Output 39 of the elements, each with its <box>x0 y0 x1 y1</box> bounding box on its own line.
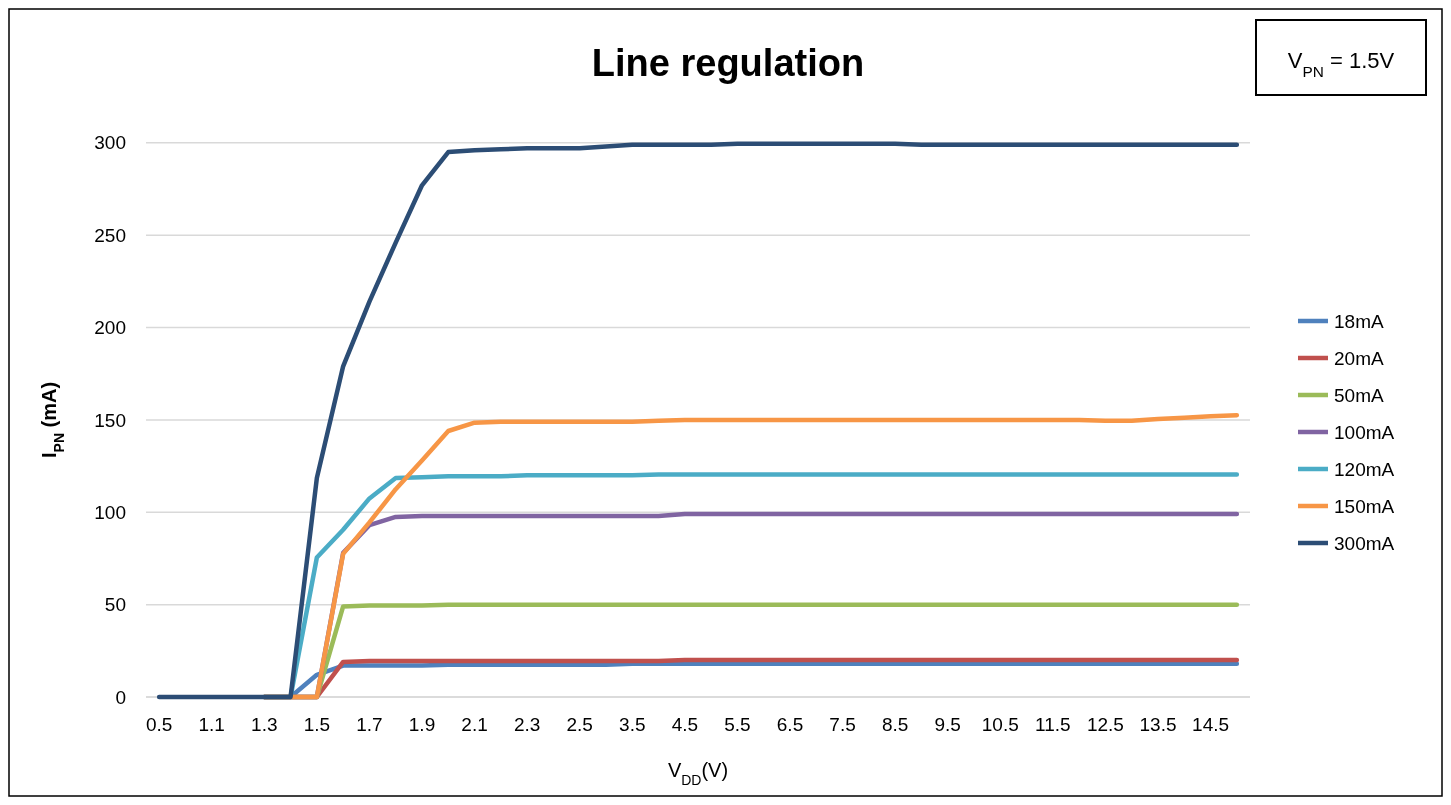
legend-label: 100mA <box>1334 421 1395 443</box>
x-tick-label: 7.5 <box>829 714 856 735</box>
x-tick-label: 6.5 <box>776 714 804 735</box>
legend-label: 150mA <box>1334 495 1395 517</box>
x-tick-label: 14.5 <box>1192 714 1230 735</box>
y-tick-label: 150 <box>94 409 126 431</box>
x-tick-label: 1.3 <box>251 714 278 735</box>
x-tick-label: 5.5 <box>724 714 751 735</box>
legend-label: 50mA <box>1334 384 1384 406</box>
x-tick-label: 2.3 <box>513 714 541 735</box>
x-tick-label: 4.5 <box>671 714 699 735</box>
x-axis-title: V$_{DD}$(V) <box>667 759 729 788</box>
line-series <box>156 141 1240 700</box>
x-tick-label: 1.9 <box>408 714 436 735</box>
y-tick-label: 300 <box>94 132 126 154</box>
chart-title: Line regulation <box>591 42 865 84</box>
x-tick-label: 8.5 <box>881 714 909 735</box>
x-tick-label: 11.5 <box>1035 714 1071 735</box>
x-tick-label: 2.1 <box>461 714 488 735</box>
x-tick-label: 2.5 <box>566 714 593 735</box>
legend-label: 300mA <box>1334 532 1395 554</box>
x-tick-label: 1.5 <box>303 714 331 735</box>
y-tick-label: 0 <box>115 686 126 708</box>
x-tick-label: 9.5 <box>934 714 961 735</box>
legend-label: 120mA <box>1334 458 1395 480</box>
x-tick-label: 12.5 <box>1086 714 1124 735</box>
legend-label: 18mA <box>1334 310 1384 332</box>
x-tick-label: 1.1 <box>198 714 225 735</box>
x-tick-label: 1.7 <box>356 714 383 735</box>
y-tick-label: 200 <box>94 317 126 339</box>
y-tick-label: 250 <box>94 224 126 246</box>
x-tick-label: 10.5 <box>981 714 1019 735</box>
text: V$_{PN}$ = 1.5V <box>1287 48 1395 80</box>
x-tick-label: 0.5 <box>145 714 173 735</box>
legend-label: 20mA <box>1334 347 1384 369</box>
x-tick-label: 13.5 <box>1139 714 1177 735</box>
y-tick-label: 50 <box>104 594 126 616</box>
y-tick-label: 100 <box>94 501 126 523</box>
x-tick-label: 3.5 <box>619 714 646 735</box>
